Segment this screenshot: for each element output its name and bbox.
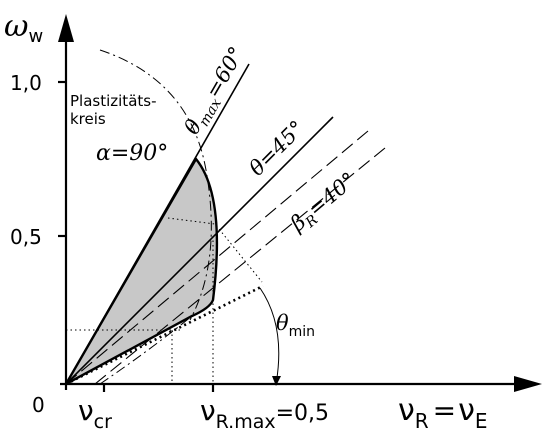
y-axis-arrowhead (58, 14, 74, 42)
theta-min-angle-arc (259, 287, 280, 385)
shaded-admissible-region (66, 159, 217, 384)
plasticity-circle-label-line2: kreis (70, 110, 106, 128)
theta-min-arrowhead (272, 376, 281, 386)
x-label-nu-cr: νcr (78, 394, 112, 433)
beta-r-label: βR=40° (285, 168, 363, 240)
theta-min-line (65, 284, 264, 386)
theta-max-label: θmax=60° (180, 42, 253, 140)
y-tick-label-0: 0 (32, 393, 45, 417)
y-axis-label: ωw (4, 9, 43, 47)
theta-min-label: θmin (276, 311, 315, 340)
theta-45-label: θ=45° (245, 116, 310, 181)
plasticity-circle-lower-arc (99, 315, 193, 385)
y-tick-label-05: 0,5 (10, 225, 42, 249)
x-label-nu-rmax: νR.max=0,5 (200, 394, 329, 433)
x-axis-label: νR =νE (398, 393, 488, 433)
theta-45-line (65, 116, 334, 385)
y-tick-label-1: 1,0 (10, 71, 42, 95)
region-outline (64, 156, 219, 386)
plasticity-circle-arc (99, 49, 212, 321)
alpha-label: α=90° (96, 141, 168, 166)
theta-max-line (65, 63, 250, 385)
plasticity-circle-label-line1: Plastizitäts- (70, 92, 157, 110)
beta-r-line-1 (65, 130, 369, 385)
beta-r-line-2 (94, 147, 386, 385)
x-axis-arrowhead (514, 376, 542, 392)
